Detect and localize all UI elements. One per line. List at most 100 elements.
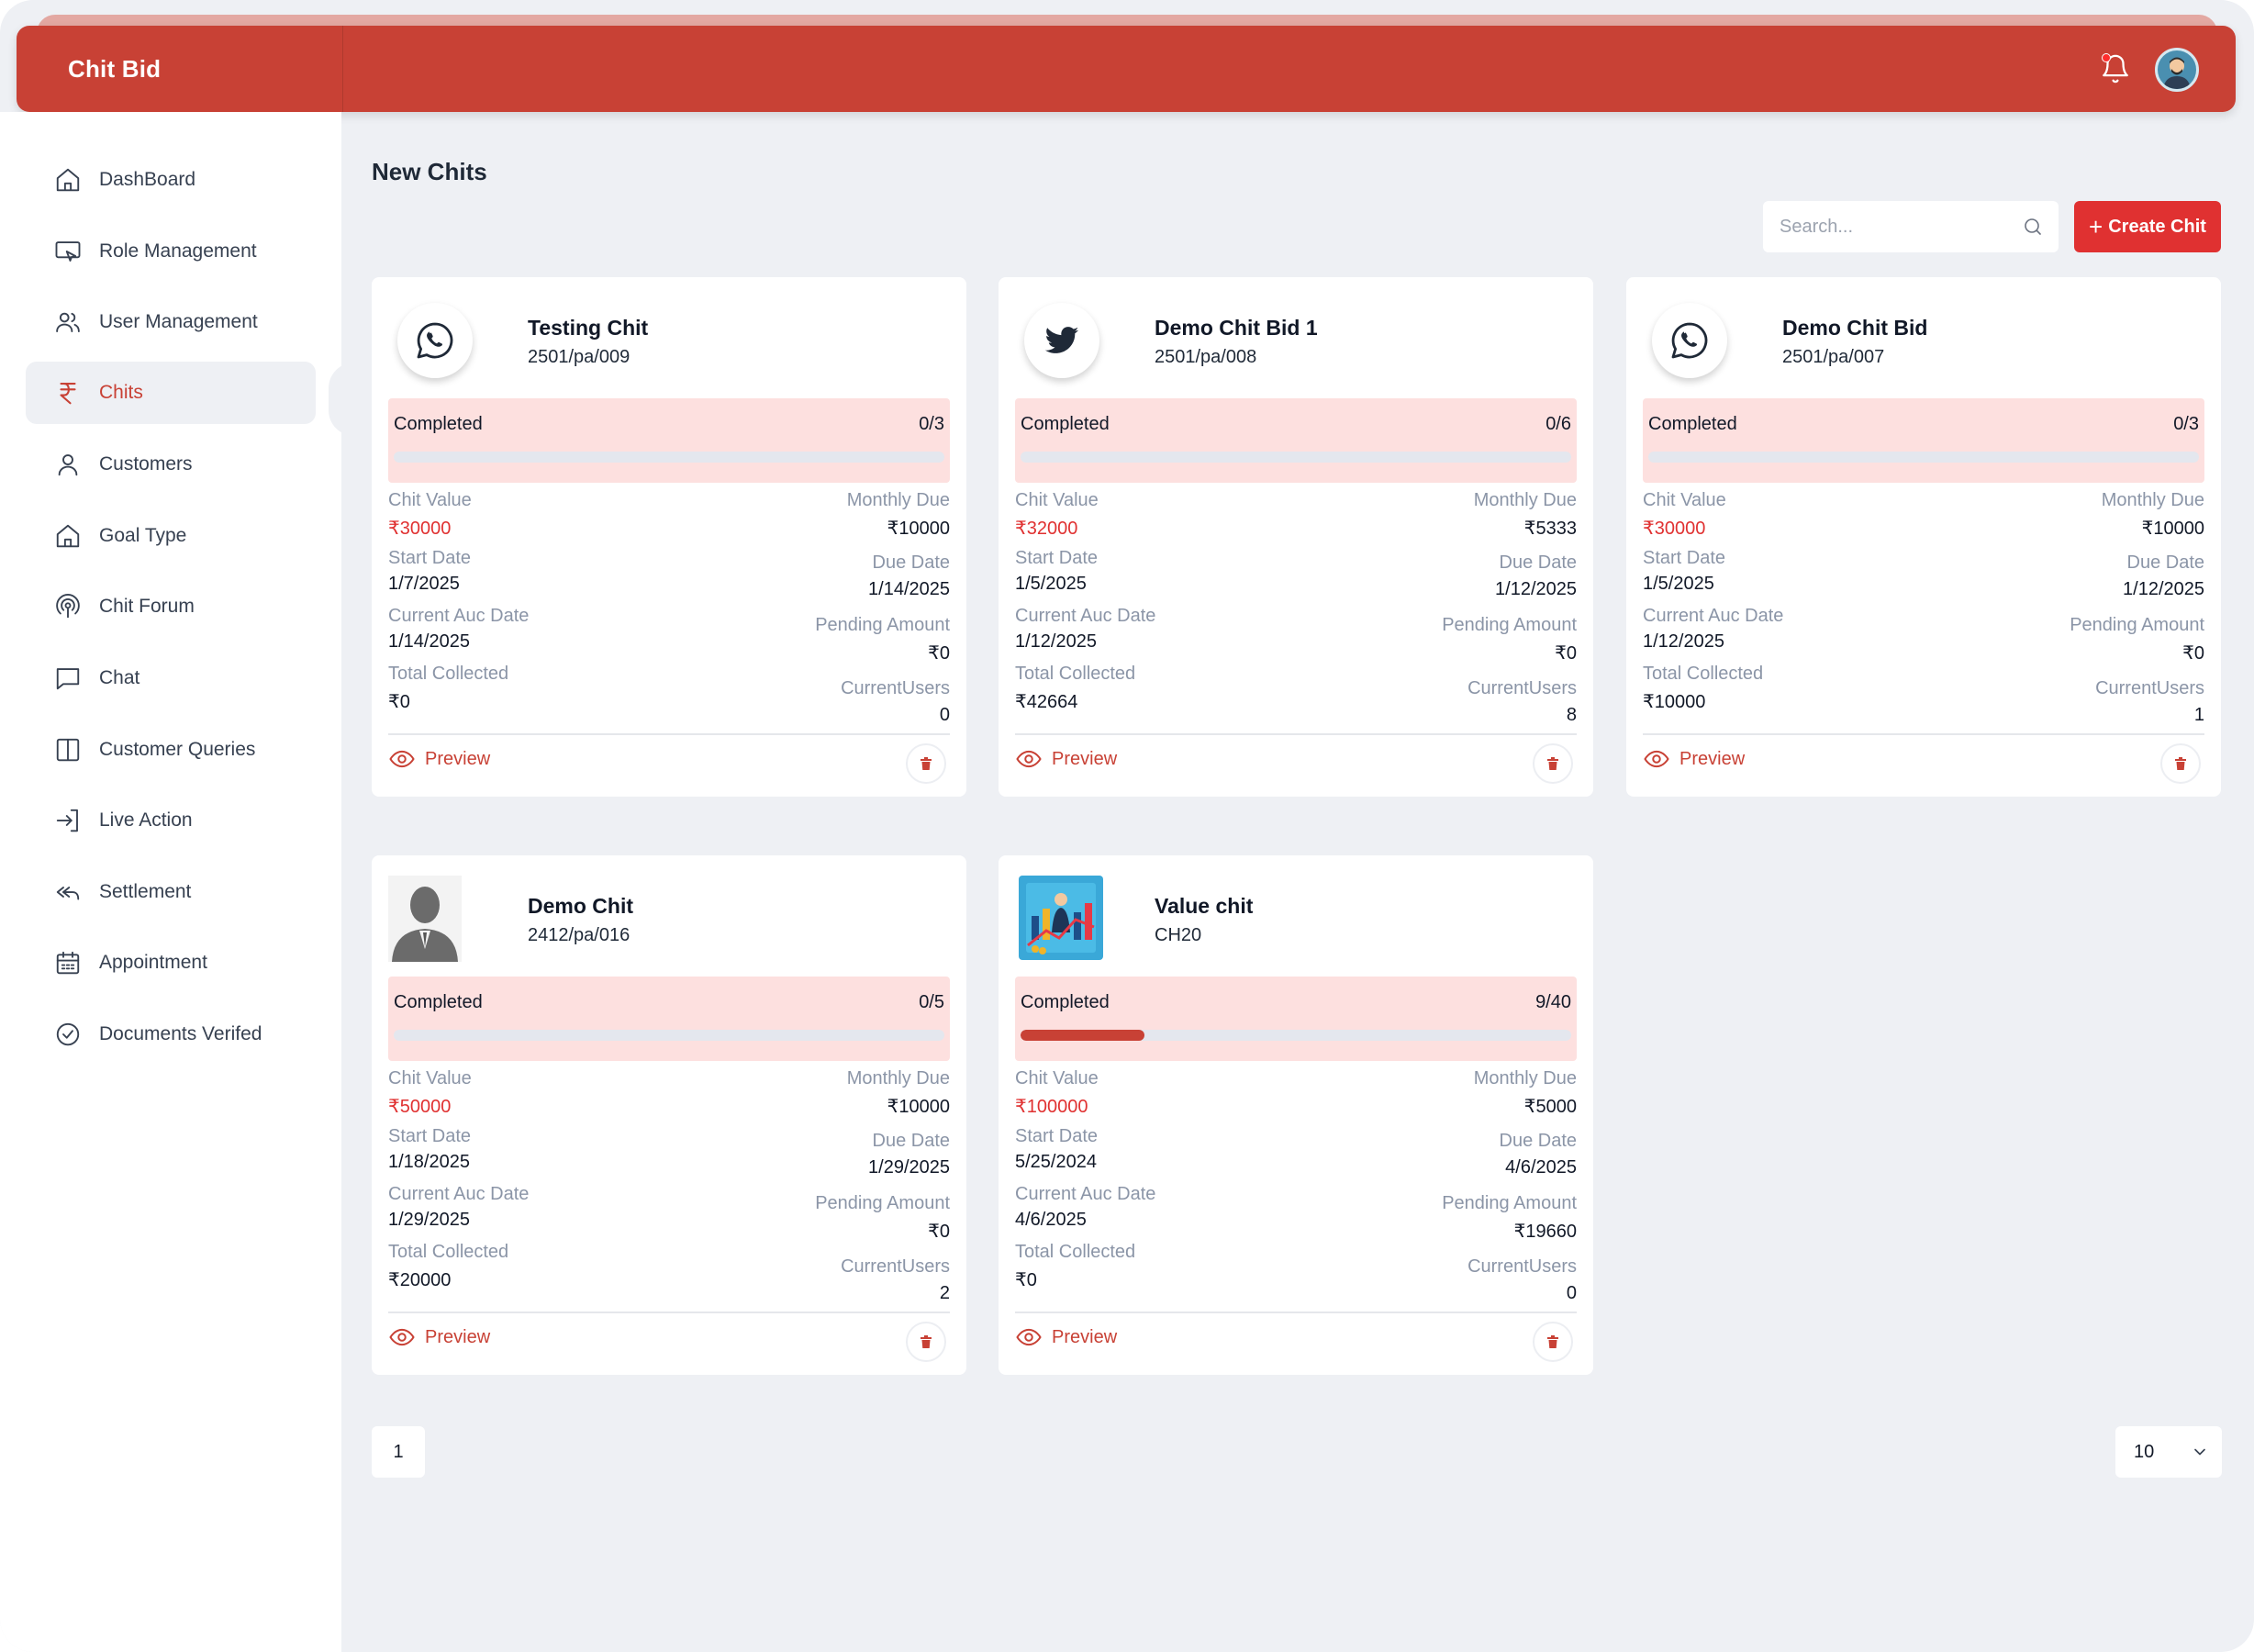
trash-icon bbox=[1547, 757, 1558, 770]
preview-link[interactable]: Preview bbox=[1015, 745, 1117, 773]
pending-amount: ₹0 bbox=[2182, 643, 2204, 664]
sidebar-item-live-action[interactable]: Live Action bbox=[26, 789, 316, 852]
pending-amount-label: Pending Amount bbox=[2070, 615, 2204, 635]
sidebar-item-label: Appointment bbox=[99, 952, 207, 973]
sidebar-active-notch bbox=[329, 363, 354, 436]
preview-link[interactable]: Preview bbox=[388, 1323, 490, 1351]
start-date-label: Start Date bbox=[1015, 548, 1099, 568]
avatar[interactable] bbox=[2155, 48, 2199, 92]
sidebar-item-label: Documents Verifed bbox=[99, 1023, 262, 1044]
sidebar-item-chat[interactable]: Chat bbox=[26, 647, 316, 709]
reply-all-icon bbox=[51, 876, 84, 909]
due-date-label: Due Date bbox=[872, 553, 951, 573]
current-auc-date-label: Current Auc Date bbox=[388, 606, 530, 626]
eye-icon bbox=[1016, 1328, 1042, 1346]
search-icon[interactable] bbox=[2022, 216, 2044, 238]
preview-link[interactable]: Preview bbox=[1015, 1323, 1117, 1351]
trash-icon bbox=[921, 757, 932, 770]
progress-count: 0/3 bbox=[2173, 414, 2199, 434]
monthly-due-label: Monthly Due bbox=[1473, 490, 1577, 510]
start-date-label: Start Date bbox=[1015, 1126, 1099, 1146]
sidebar-item-role-management[interactable]: Role Management bbox=[26, 220, 316, 283]
sidebar-item-label: Chit Forum bbox=[99, 596, 195, 617]
delete-button[interactable] bbox=[1533, 1322, 1573, 1362]
card-divider bbox=[1015, 733, 1577, 735]
sidebar-item-label: Chits bbox=[99, 382, 143, 403]
sidebar-item-chit-forum[interactable]: Chit Forum bbox=[26, 575, 316, 638]
delete-button[interactable] bbox=[2160, 743, 2201, 784]
delete-button[interactable] bbox=[906, 1322, 946, 1362]
delete-button[interactable] bbox=[1533, 743, 1573, 784]
total-collected-label: Total Collected bbox=[1643, 664, 1764, 684]
start-date-label: Start Date bbox=[388, 548, 472, 568]
progress-count: 0/3 bbox=[919, 414, 944, 434]
chit-value: ₹32000 bbox=[1015, 519, 1078, 539]
total-collected-label: Total Collected bbox=[1015, 664, 1136, 684]
current-users: 8 bbox=[1566, 705, 1577, 725]
card-divider bbox=[388, 1312, 950, 1313]
sidebar-item-chits[interactable]: Chits bbox=[26, 362, 316, 424]
total-collected: ₹0 bbox=[1015, 1270, 1037, 1290]
monthly-due: ₹10000 bbox=[887, 519, 950, 539]
sidebar-item-customer-queries[interactable]: Customer Queries bbox=[26, 719, 316, 781]
due-date: 1/14/2025 bbox=[868, 579, 950, 599]
trash-icon bbox=[2175, 757, 2186, 770]
monthly-due-label: Monthly Due bbox=[846, 490, 950, 510]
create-chit-button[interactable]: + Create Chit bbox=[2074, 201, 2221, 252]
current-auc-date-label: Current Auc Date bbox=[388, 1184, 530, 1204]
sidebar-item-label: Customer Queries bbox=[99, 739, 256, 760]
sidebar-item-dashboard[interactable]: DashBoard bbox=[26, 149, 316, 211]
current-users-label: CurrentUsers bbox=[1467, 1256, 1577, 1277]
sidebar-item-appointment[interactable]: Appointment bbox=[26, 932, 316, 994]
sidebar-item-label: Role Management bbox=[99, 240, 257, 262]
preview-label: Preview bbox=[425, 1326, 491, 1347]
total-collected: ₹42664 bbox=[1015, 692, 1078, 712]
preview-link[interactable]: Preview bbox=[1643, 745, 1745, 773]
start-date: 1/18/2025 bbox=[388, 1152, 470, 1172]
chit-value: ₹50000 bbox=[388, 1097, 452, 1117]
current-auc-date: 1/14/2025 bbox=[388, 631, 470, 652]
delete-button[interactable] bbox=[906, 743, 946, 784]
pending-amount-label: Pending Amount bbox=[1442, 1193, 1577, 1213]
sidebar-item-documents-verified[interactable]: Documents Verifed bbox=[26, 1003, 316, 1066]
current-users: 0 bbox=[939, 705, 950, 725]
chit-name: Demo Chit Bid 1 bbox=[1155, 316, 1318, 340]
status-label: Completed bbox=[1648, 414, 1737, 434]
eye-icon bbox=[1016, 750, 1042, 768]
pagination-page-1[interactable]: 1 bbox=[372, 1426, 425, 1478]
progress-fill bbox=[1021, 1030, 1144, 1041]
due-date-label: Due Date bbox=[1499, 553, 1578, 573]
create-chit-label: Create Chit bbox=[2108, 216, 2206, 237]
status-label: Completed bbox=[394, 414, 483, 434]
chit-name: Demo Chit Bid bbox=[1782, 316, 1928, 340]
chit-code: 2501/pa/007 bbox=[1782, 347, 1885, 367]
total-collected: ₹20000 bbox=[388, 1270, 452, 1290]
header-divider bbox=[342, 26, 343, 112]
sidebar-item-customers[interactable]: Customers bbox=[26, 433, 316, 496]
current-users: 0 bbox=[1566, 1283, 1577, 1303]
preview-link[interactable]: Preview bbox=[388, 745, 490, 773]
total-collected: ₹0 bbox=[388, 692, 410, 712]
pending-amount: ₹0 bbox=[1555, 643, 1577, 664]
person-silhouette-icon bbox=[388, 876, 462, 962]
sidebar-item-label: Settlement bbox=[99, 881, 192, 902]
sidebar-item-goal-type[interactable]: Goal Type bbox=[26, 505, 316, 567]
bell-icon[interactable] bbox=[2100, 53, 2131, 84]
progress-bar bbox=[394, 452, 944, 463]
search-input[interactable] bbox=[1780, 216, 2009, 238]
sidebar-item-user-management[interactable]: User Management bbox=[26, 291, 316, 353]
columns-icon bbox=[51, 733, 84, 766]
page-size-select[interactable]: 10 bbox=[2115, 1426, 2222, 1478]
sign-in-icon bbox=[51, 804, 84, 837]
total-collected-label: Total Collected bbox=[388, 1242, 509, 1262]
sidebar-item-settlement[interactable]: Settlement bbox=[26, 861, 316, 923]
sidebar-item-label: Customers bbox=[99, 453, 193, 474]
current-users-label: CurrentUsers bbox=[841, 1256, 950, 1277]
current-auc-date: 1/12/2025 bbox=[1643, 631, 1724, 652]
pending-amount: ₹0 bbox=[928, 643, 950, 664]
pending-amount-label: Pending Amount bbox=[1442, 615, 1577, 635]
sidebar-item-label: Chat bbox=[99, 667, 140, 688]
chit-code: 2412/pa/016 bbox=[528, 925, 630, 945]
chit-code: 2501/pa/009 bbox=[528, 347, 630, 367]
